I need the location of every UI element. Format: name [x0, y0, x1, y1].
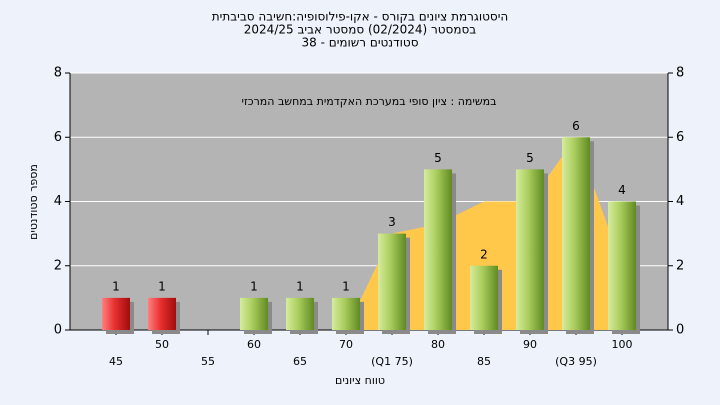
y-tick-label: 2 — [54, 258, 62, 273]
y2-tick-label: 4 — [676, 194, 684, 209]
value-label: 5 — [526, 151, 534, 165]
value-label: 4 — [618, 183, 626, 197]
bar — [102, 297, 130, 330]
y2-tick-label: 0 — [676, 323, 684, 338]
bar — [424, 169, 452, 330]
x-tick-label: 65 — [293, 355, 307, 368]
bar — [240, 297, 268, 330]
bar — [378, 233, 406, 330]
annotation: במשימה : ציון סופי במערכת האקדמית במחשב … — [242, 95, 497, 108]
bar — [470, 265, 498, 330]
area — [346, 137, 622, 330]
y-axis-label: מספר סטודנטים — [27, 164, 40, 240]
x-tick-label: 85 — [477, 355, 491, 368]
x-tick-label: 55 — [201, 355, 215, 368]
value-label: 6 — [572, 119, 580, 133]
bar — [148, 297, 176, 330]
x-tick-label: 70 — [339, 338, 353, 351]
x-tick-label: 100 — [612, 338, 633, 351]
x-tick-label: 80 — [431, 338, 445, 351]
value-label: 1 — [250, 279, 258, 293]
y-tick-label: 6 — [54, 130, 62, 145]
y-tick-label: 4 — [54, 194, 62, 209]
bar — [332, 297, 360, 330]
chart-subtitle: בסמסטר (02/2024) סמסטר אביב 2024/25 — [244, 23, 476, 37]
chart-title: היסטוגרמת ציונים בקורס - אקו-פילוסופיה:ח… — [212, 10, 508, 24]
x-tick-label: 50 — [155, 338, 169, 351]
value-label: 3 — [388, 215, 396, 229]
x-tick-label: (Q1 75) — [371, 355, 413, 368]
y2-tick-label: 2 — [676, 258, 684, 273]
bar — [516, 169, 544, 330]
x-tick-label: 90 — [523, 338, 537, 351]
chart-subtitle: סטודנטים רשומים - 38 — [301, 36, 418, 50]
y-tick-label: 8 — [54, 66, 62, 81]
value-label: 1 — [296, 279, 304, 293]
y2-tick-label: 8 — [676, 66, 684, 81]
value-label: 1 — [112, 279, 120, 293]
y2-tick-label: 6 — [676, 130, 684, 145]
x-tick-label: (Q3 95) — [555, 355, 597, 368]
value-label: 1 — [158, 279, 166, 293]
value-label: 1 — [342, 279, 350, 293]
value-label: 5 — [434, 151, 442, 165]
bar — [286, 297, 314, 330]
x-axis-label: טווח ציונים — [335, 374, 385, 387]
y-tick-label: 0 — [54, 323, 62, 338]
value-label: 2 — [480, 247, 488, 261]
bar — [608, 201, 636, 330]
x-tick-label: 45 — [109, 355, 123, 368]
bar — [562, 137, 590, 330]
x-tick-label: 60 — [247, 338, 261, 351]
